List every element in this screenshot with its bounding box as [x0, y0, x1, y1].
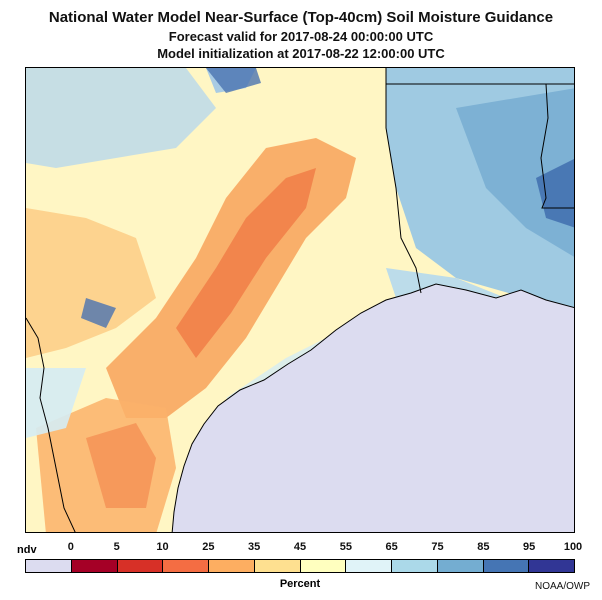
west-dry-zone: [26, 208, 156, 358]
west-saturated-patch: [81, 298, 116, 328]
legend-swatch-2: [117, 560, 164, 572]
legend-tick-95: 95: [523, 541, 536, 553]
chart-title: National Water Model Near-Surface (Top-4…: [48, 9, 554, 26]
legend-tick-65: 65: [385, 541, 398, 553]
legend-tick-85: 85: [477, 541, 490, 553]
soil-moisture-map: [25, 67, 575, 533]
map-canvas: [26, 68, 574, 532]
central-very-dry-band: [176, 168, 316, 358]
legend-swatch-9: [437, 560, 484, 572]
mexico-border: [26, 317, 76, 532]
mississippi-border: [540, 83, 574, 209]
legend-swatch-3: [163, 560, 209, 572]
legend-tick-10: 10: [156, 541, 169, 553]
legend-tick-55: 55: [339, 541, 352, 553]
northwest-wet-zone: [26, 68, 216, 168]
ndv-label: ndv: [17, 544, 37, 556]
color-legend: ndv Percent 0 5 10 25 35 45 55 65 75 85 95 100: [17, 541, 582, 591]
east-very-wet-zone: [456, 88, 574, 257]
legend-tick-75: 75: [431, 541, 444, 553]
legend-swatch-5: [254, 560, 301, 572]
north-saturated-patch: [206, 68, 261, 93]
legend-swatch-7: [346, 560, 392, 572]
legend-swatch-1: [71, 560, 118, 572]
legend-color-bar: [25, 559, 575, 573]
forecast-valid-subtitle: Forecast valid for 2017-08-24 00:00:00 U…: [168, 29, 434, 44]
texas-louisiana-border: [385, 68, 422, 294]
legend-tick-25: 25: [202, 541, 215, 553]
legend-tick-35: 35: [248, 541, 261, 553]
southwest-moist-zone: [26, 368, 86, 438]
south-very-dry-zone: [86, 423, 156, 508]
gulf-of-mexico: [171, 283, 574, 532]
model-init-subtitle: Model initialization at 2017-08-22 12:00…: [157, 46, 445, 61]
legend-tick-5: 5: [113, 541, 120, 553]
east-saturated-zone: [536, 159, 574, 228]
legend-swatch-4: [209, 560, 255, 572]
legend-swatch-8: [392, 560, 438, 572]
legend-swatch-6: [300, 560, 347, 572]
credit-label: NOAA/OWP: [534, 581, 590, 592]
legend-title: Percent: [279, 578, 321, 590]
legend-tick-45: 45: [293, 541, 307, 553]
legend-swatch-0: [26, 560, 72, 572]
legend-tick-100: 100: [563, 541, 583, 553]
legend-swatch-11: [529, 560, 574, 572]
legend-swatch-10: [483, 560, 530, 572]
legend-tick-0: 0: [67, 541, 74, 553]
